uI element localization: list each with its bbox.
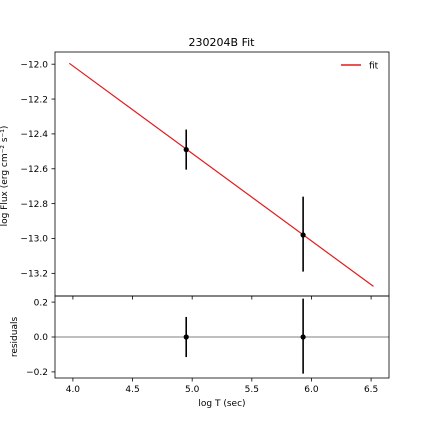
residuals-data-point: [183, 334, 189, 340]
residuals-data-point: [300, 334, 306, 340]
y-axis-label: log Flux (erg cm⁻² s⁻¹): [0, 126, 10, 227]
residuals-y-tick-label: −0.2: [26, 368, 48, 378]
residuals-y-axis-label: residuals: [10, 317, 20, 358]
main-y-tick-label: −12.6: [20, 165, 48, 175]
main-y-tick-label: −12.8: [20, 200, 48, 210]
residuals-x-tick-label: 5.5: [245, 385, 259, 395]
main-panel: −12.0 −12.2 −12.4 −12.6 −12.8 −13.0 −13.2 log F…: [0, 51, 390, 300]
main-fit-line: [68, 62, 374, 287]
chart-title: 230204B Fit: [189, 36, 256, 49]
legend: fit: [341, 62, 379, 72]
main-data-point: [183, 147, 189, 153]
main-y-tick-label: −13.0: [20, 235, 48, 245]
residuals-x-tick-label: 6.0: [304, 385, 319, 395]
residuals-x-tick-label: 5.0: [185, 385, 200, 395]
main-y-tick-label: −12.2: [20, 95, 48, 105]
residuals-panel: 4.0 4.5 5.0 5.5 6.0 6.5 0.2 0.0 −0.2 residuals log…: [10, 295, 390, 409]
main-y-tick-label: −12.4: [20, 130, 48, 140]
main-y-tick-label: −12.0: [20, 60, 48, 70]
residuals-y-tick-label: 0.2: [34, 298, 48, 308]
x-axis-label: log T (sec): [198, 399, 245, 409]
main-y-tick-label: −13.2: [20, 270, 48, 280]
main-data-point: [300, 232, 306, 238]
residuals-x-tick-label: 4.5: [125, 385, 139, 395]
residuals-x-tick-label: 6.5: [364, 385, 378, 395]
residuals-y-tick-label: 0.0: [34, 333, 49, 343]
legend-label-fit: fit: [369, 62, 379, 72]
residuals-x-tick-label: 4.0: [66, 385, 81, 395]
